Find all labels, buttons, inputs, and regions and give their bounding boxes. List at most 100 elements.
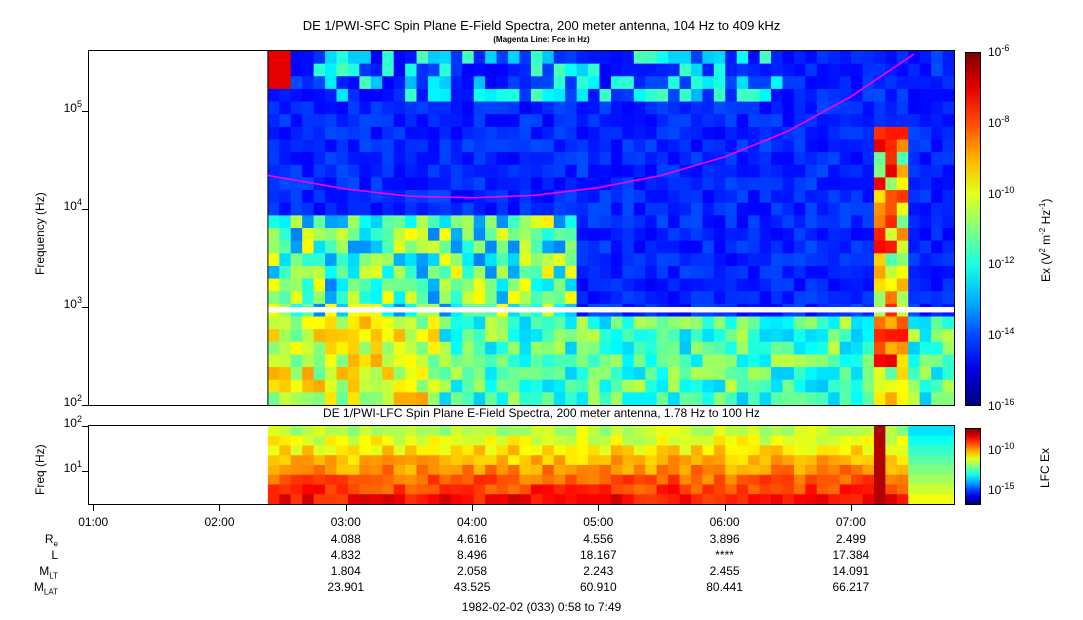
sfc-cell	[725, 190, 738, 204]
sfc-cell	[668, 341, 681, 356]
x-tick-label: 07:00	[835, 515, 866, 529]
lfc-cell	[496, 474, 509, 486]
sfc-cell	[588, 341, 601, 356]
sfc-cell	[805, 126, 818, 141]
sfc-cell	[290, 164, 303, 179]
ephemeris-value: 3.896	[709, 532, 740, 546]
sfc-cell	[542, 152, 555, 166]
sfc-cell	[290, 392, 303, 405]
sfc-cell	[828, 139, 841, 153]
lfc-cell	[416, 474, 429, 486]
sfc-cell	[622, 329, 635, 343]
sfc-cell	[668, 392, 681, 405]
sfc-cell	[645, 316, 658, 330]
lfc-cell	[851, 465, 864, 476]
sfc-cell	[508, 177, 521, 191]
lfc-cell	[588, 435, 601, 447]
sfc-cell	[565, 139, 578, 153]
lfc-cell	[908, 494, 921, 504]
sfc-cell	[793, 291, 806, 305]
sfc-cell	[416, 114, 429, 128]
sfc-cell	[313, 190, 326, 204]
sfc-cell	[290, 379, 303, 393]
sfc-cell	[885, 316, 898, 330]
sfc-cell	[702, 367, 715, 381]
sfc-cell	[656, 379, 669, 393]
sfc-cell	[267, 367, 280, 381]
lfc-cell	[325, 494, 338, 504]
lfc-cell	[416, 494, 429, 504]
sfc-cell	[622, 101, 635, 115]
sfc-cell	[416, 329, 429, 343]
sfc-cell	[896, 341, 909, 356]
lfc-cell	[576, 465, 589, 476]
sfc-cell	[382, 164, 395, 179]
sfc-cell	[508, 76, 521, 90]
lfc-cell	[359, 435, 372, 447]
sfc-cell	[473, 215, 486, 229]
lfc-cell	[828, 426, 841, 437]
sfc-cell	[439, 354, 452, 368]
sfc-cell	[839, 316, 852, 330]
lfc-cell	[782, 426, 795, 437]
lfc-cell	[873, 455, 886, 466]
lfc-cell	[439, 435, 452, 447]
sfc-cell	[702, 139, 715, 153]
lfc-cell	[370, 455, 383, 466]
sfc-cell	[668, 265, 681, 280]
sfc-cell	[599, 316, 612, 330]
sfc-cell	[873, 354, 886, 368]
sfc-cell	[679, 63, 692, 77]
sfc-cell	[290, 126, 303, 141]
sfc-cell	[279, 329, 292, 343]
sfc-cell	[462, 392, 475, 405]
sfc-cell	[702, 253, 715, 267]
sfc-cell	[690, 76, 704, 90]
lfc-cell	[553, 494, 566, 504]
lfc-cell	[862, 435, 875, 447]
sfc-cell	[347, 379, 360, 393]
sfc-cell	[610, 341, 623, 356]
lfc-cell	[862, 474, 875, 486]
sfc-cell	[793, 341, 806, 356]
lfc-cell	[530, 474, 543, 486]
sfc-cell	[771, 354, 784, 368]
sfc-cell	[519, 63, 532, 77]
sfc-cell	[759, 291, 772, 305]
sfc-cell	[485, 354, 498, 368]
x-tick-label: 05:00	[583, 515, 614, 529]
sfc-cell	[405, 316, 418, 330]
sfc-cell	[782, 316, 795, 330]
lfc-cell	[416, 455, 429, 466]
sfc-cell	[519, 265, 532, 280]
sfc-cell	[485, 177, 498, 191]
sfc-cell	[370, 177, 383, 191]
sfc-cell	[656, 101, 669, 115]
sfc-cell	[313, 228, 326, 242]
sfc-cell	[519, 341, 532, 356]
sfc-cell	[862, 139, 875, 153]
sfc-cell	[382, 392, 395, 405]
sfc-cell	[496, 114, 509, 128]
sfc-cell	[713, 164, 726, 179]
sfc-cell	[633, 126, 646, 141]
sfc-cell	[839, 392, 852, 405]
sfc-cell	[610, 253, 623, 267]
sfc-cell	[267, 152, 280, 166]
sfc-cell	[496, 329, 509, 343]
sfc-cell	[530, 354, 543, 368]
sfc-cell	[759, 101, 772, 115]
sfc-cell	[942, 278, 954, 292]
sfc-cell	[565, 316, 578, 330]
sfc-cell	[370, 139, 383, 153]
sfc-cell	[725, 354, 738, 368]
sfc-cell	[553, 63, 566, 77]
lfc-cell	[508, 435, 521, 447]
lfc-cell	[633, 474, 646, 486]
sfc-cell	[485, 228, 498, 242]
sfc-cell	[302, 152, 315, 166]
lfc-cell	[313, 435, 326, 447]
sfc-cell	[942, 177, 954, 191]
sfc-cell	[759, 240, 772, 254]
sfc-cell	[553, 278, 566, 292]
